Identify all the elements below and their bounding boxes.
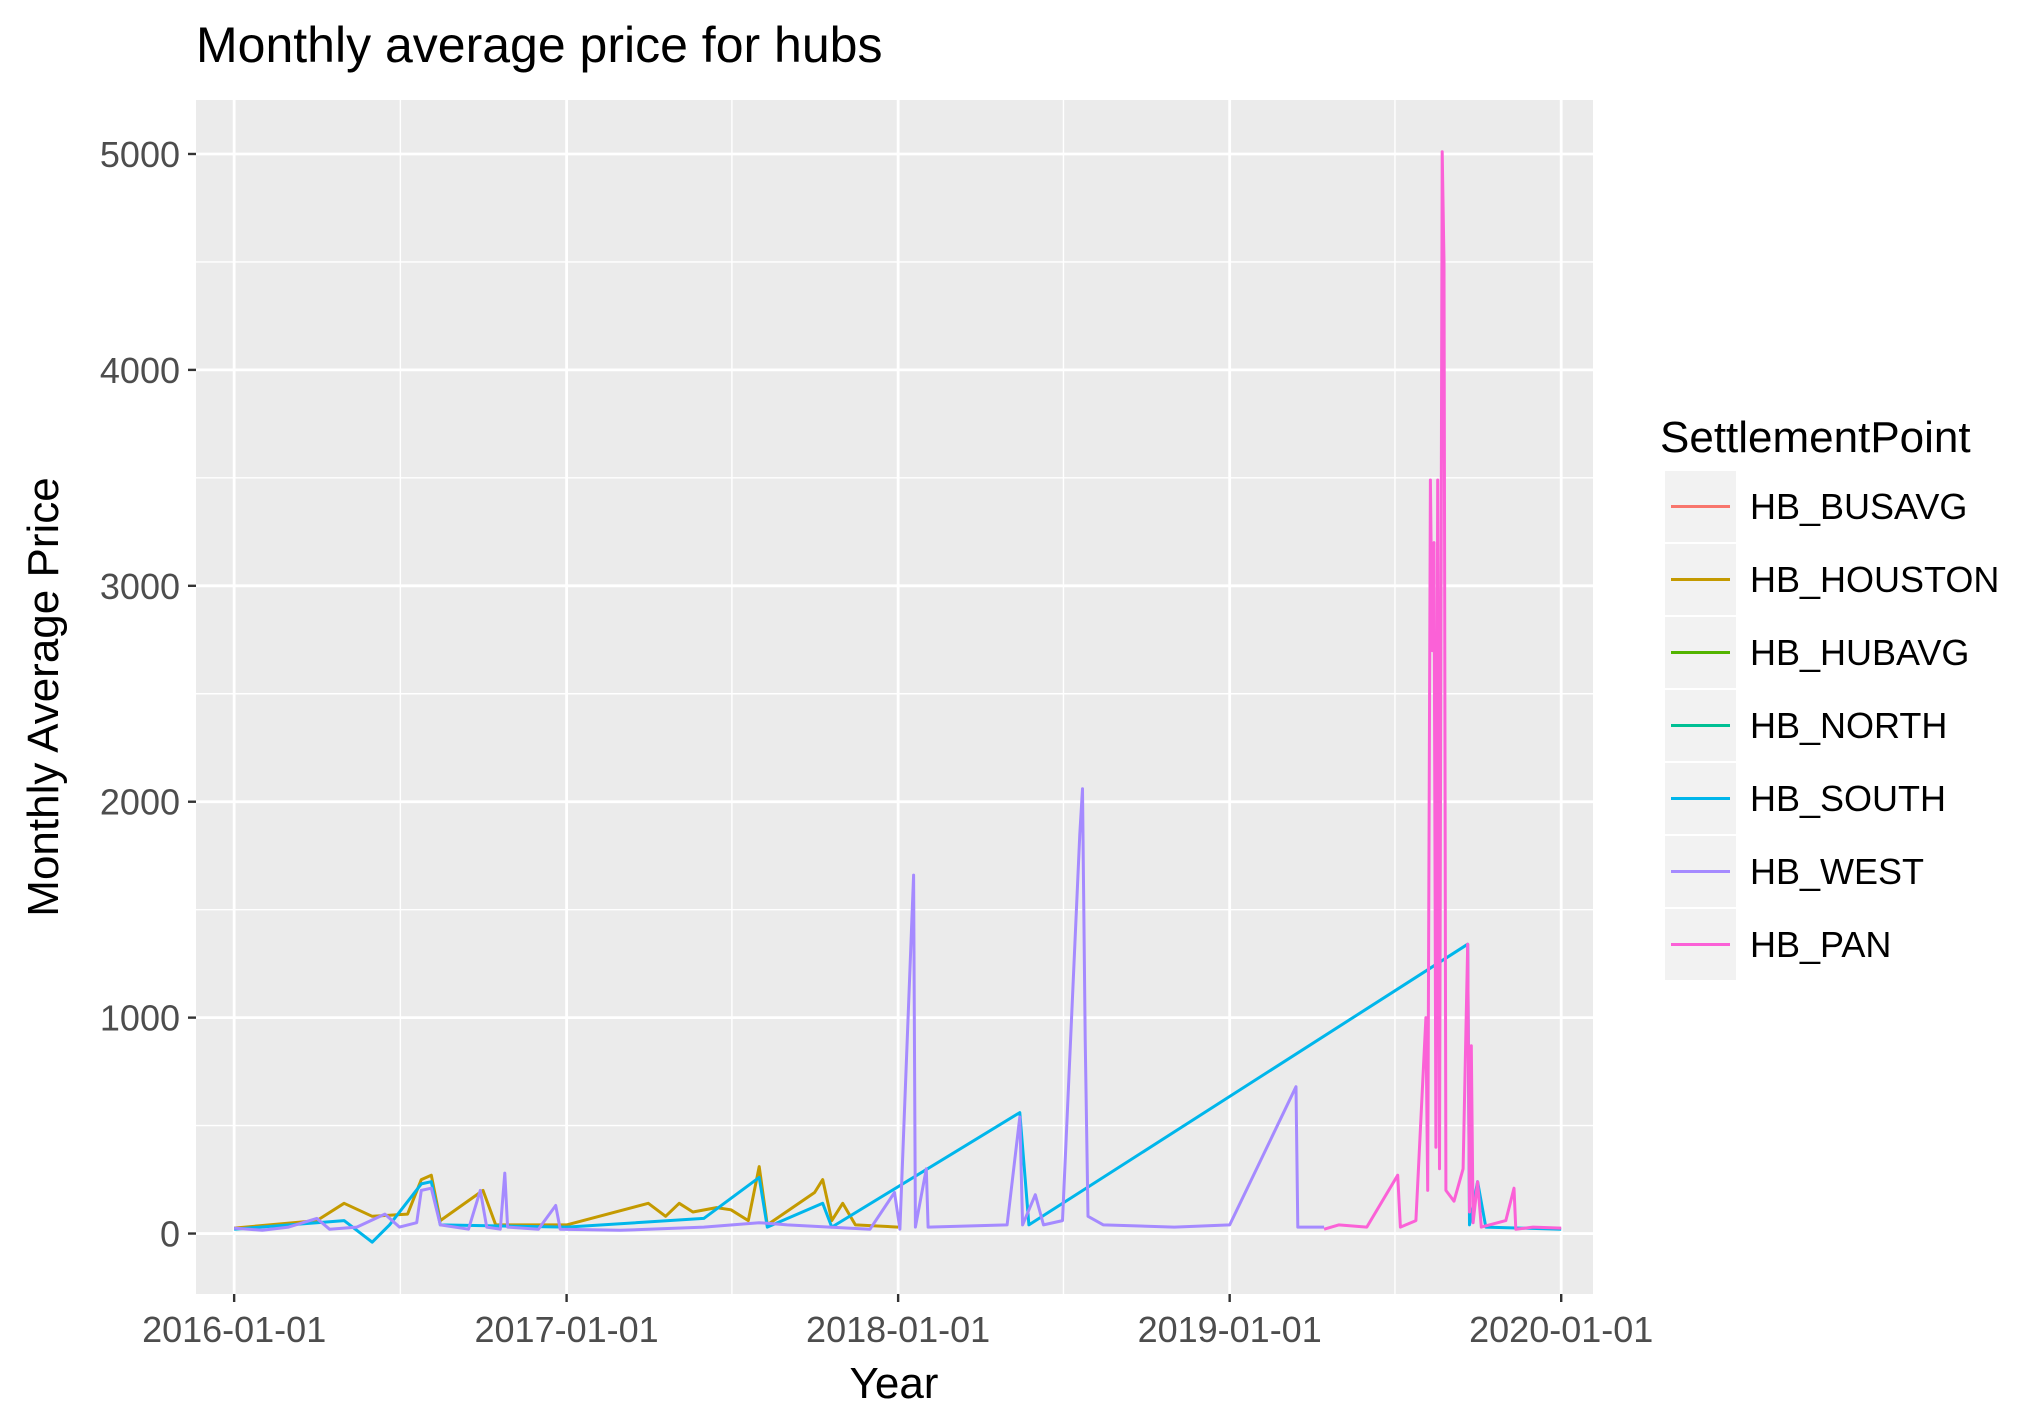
legend-items: HB_BUSAVG HB_HOUSTON HB_HUBAVG HB_NORTH HB_S… bbox=[1663, 469, 1999, 982]
legend-label: HB_WEST bbox=[1750, 851, 1924, 892]
legend-label: HB_HOUSTON bbox=[1750, 559, 1999, 600]
legend-label: HB_SOUTH bbox=[1750, 778, 1946, 819]
y-tick-label: 1000 bbox=[100, 998, 180, 1039]
legend-item-hb_north: HB_NORTH bbox=[1663, 688, 1947, 763]
series-line-hb_west bbox=[233, 787, 1325, 1232]
legend-item-hb_houston: HB_HOUSTON bbox=[1663, 542, 1999, 617]
series-layer bbox=[233, 150, 1562, 1244]
x-axis: 2016-01-01 2017-01-01 2018-01-01 2019-01-01… bbox=[142, 1294, 1653, 1350]
y-axis-label: Monthly Average Price bbox=[19, 477, 68, 916]
y-tick-label: 3000 bbox=[100, 566, 180, 607]
x-tick-label: 2019-01-01 bbox=[1138, 1309, 1322, 1350]
plot-panel bbox=[196, 100, 1593, 1294]
legend-label: HB_NORTH bbox=[1750, 705, 1947, 746]
legend-label: HB_BUSAVG bbox=[1750, 486, 1967, 527]
legend-label: HB_HUBAVG bbox=[1750, 632, 1969, 673]
series-line-hb_pan bbox=[1323, 150, 1562, 1231]
x-tick-label: 2017-01-01 bbox=[475, 1309, 659, 1350]
y-axis: 0 1000 2000 3000 4000 5000 bbox=[100, 134, 196, 1255]
legend-item-hb_west: HB_WEST bbox=[1663, 834, 1924, 909]
x-tick-label: 2020-01-01 bbox=[1469, 1309, 1653, 1350]
legend-item-hb_south: HB_SOUTH bbox=[1663, 761, 1946, 836]
y-tick-label: 4000 bbox=[100, 350, 180, 391]
y-tick-label: 2000 bbox=[100, 782, 180, 823]
grid-lines bbox=[196, 100, 1593, 1294]
x-axis-label: Year bbox=[850, 1359, 939, 1408]
legend-label: HB_PAN bbox=[1750, 924, 1891, 965]
y-tick-label: 5000 bbox=[100, 134, 180, 175]
x-tick-label: 2018-01-01 bbox=[806, 1309, 990, 1350]
y-tick-label: 0 bbox=[160, 1214, 180, 1255]
chart-title: Monthly average price for hubs bbox=[196, 17, 882, 73]
series-line-hb_houston bbox=[233, 1165, 899, 1230]
legend-item-hb_hubavg: HB_HUBAVG bbox=[1663, 615, 1969, 690]
legend: SettlementPoint HB_BUSAVG HB_HOUSTON HB_HU… bbox=[1660, 413, 1999, 982]
legend-title: SettlementPoint bbox=[1660, 413, 1971, 462]
x-tick-label: 2016-01-01 bbox=[142, 1309, 326, 1350]
legend-item-hb_busavg: HB_BUSAVG bbox=[1663, 469, 1967, 544]
legend-item-hb_pan: HB_PAN bbox=[1663, 907, 1891, 982]
